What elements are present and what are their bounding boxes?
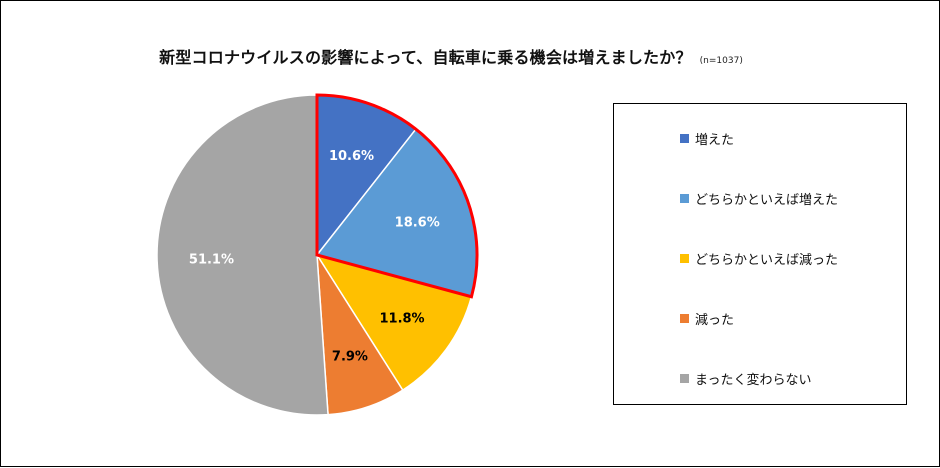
pie-slice-unchanged	[156, 94, 329, 416]
legend-item-somewhat-decreased: どちらかといえば減った	[680, 248, 838, 268]
legend-swatch	[680, 373, 689, 383]
data-label-somewhat-increased: 18.6%	[395, 216, 440, 231]
highlight-outline	[315, 93, 479, 299]
legend-item-decreased: 減った	[680, 308, 734, 328]
legend-label: どちらかといえば減った	[695, 252, 839, 268]
legend-item-increased: 増えた	[680, 128, 734, 148]
chart-title-row: 新型コロナウイルスの影響によって、自転車に乗る機会は増えましたか？ (n=1037…	[1, 44, 901, 68]
legend-label: 減った	[695, 312, 735, 328]
legend-item-unchanged: まったく変わらない	[680, 368, 811, 388]
legend-label: 増えた	[695, 132, 735, 148]
data-label-somewhat-decreased: 11.8%	[379, 312, 424, 327]
legend-label: まったく変わらない	[695, 372, 812, 388]
legend-swatch	[680, 133, 689, 143]
data-label-unchanged: 51.1%	[189, 253, 234, 268]
data-label-decreased: 7.9%	[332, 349, 368, 364]
legend-swatch	[680, 253, 689, 263]
legend-item-somewhat-increased: どちらかといえば増えた	[680, 188, 838, 208]
legend-swatch	[680, 193, 689, 203]
chart-legend: 増えたどちらかといえば増えた どちらかといえば減った 減ったまったく変わらない	[613, 103, 907, 405]
chart-sample-size: (n=1037)	[699, 56, 743, 66]
pie-slice-somewhat-decreased	[315, 253, 473, 392]
legend-swatch	[680, 313, 689, 323]
legend-label: どちらかといえば増えた	[695, 192, 839, 208]
chart-title: 新型コロナウイルスの影響によって、自転車に乗る機会は増えましたか？	[159, 48, 692, 67]
data-label-increased: 10.6%	[329, 149, 374, 164]
